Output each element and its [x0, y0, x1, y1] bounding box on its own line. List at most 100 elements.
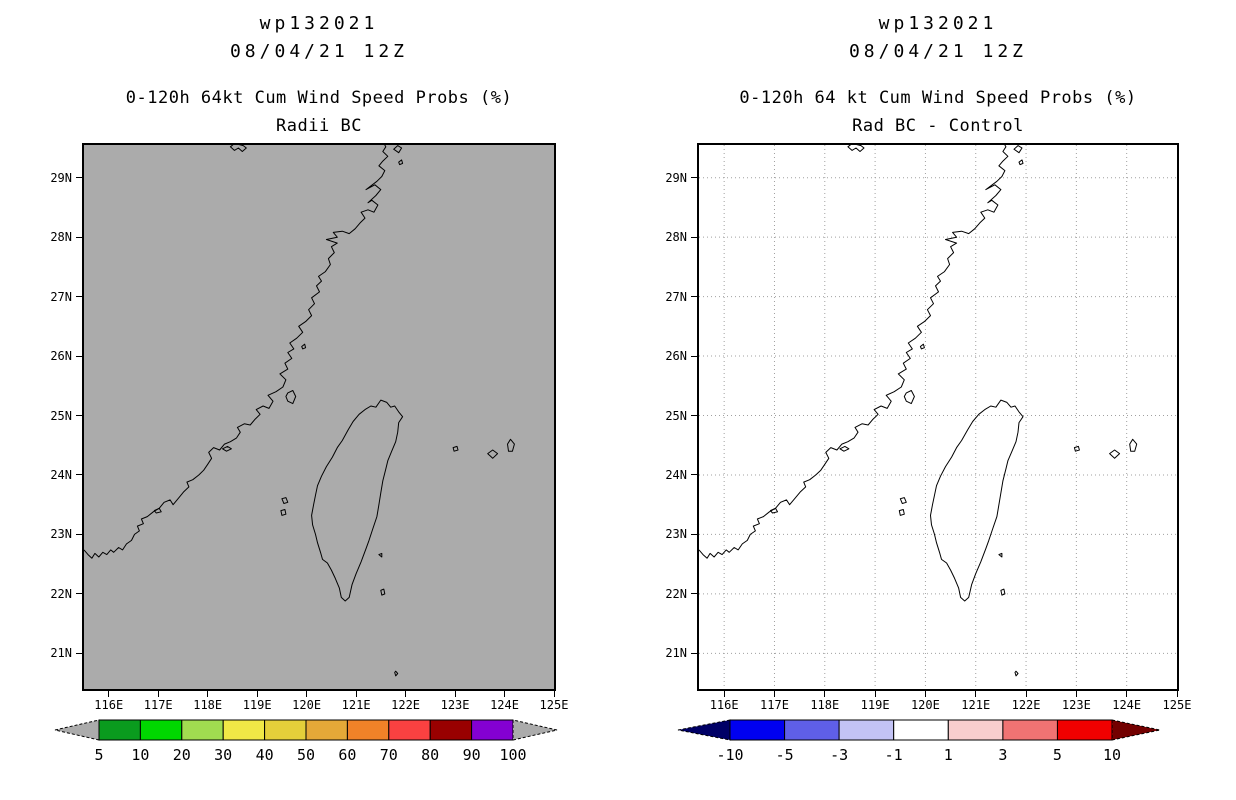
lon-axis-tick — [207, 691, 209, 697]
coastline-path — [903, 390, 915, 405]
coastline-path — [1000, 588, 1006, 596]
lat-tick-label: 29N — [665, 170, 687, 185]
coastline-path — [153, 507, 162, 514]
colorbar-tick-label: -3 — [830, 746, 848, 764]
lon-tick-label: 122E — [391, 698, 421, 712]
lon-axis-tick — [256, 691, 258, 697]
variant-subtitle: Rad BC - Control — [852, 116, 1024, 136]
lon-tick-label: 125E — [539, 698, 569, 712]
lon-axis-tick — [454, 691, 456, 697]
coastline-path — [380, 588, 386, 596]
coastline-path — [839, 445, 850, 452]
colorbar-segment — [838, 719, 895, 741]
lon-axis-tick — [355, 691, 357, 697]
coastline-path — [393, 145, 403, 154]
colorbar-tick-label: 10 — [131, 746, 149, 764]
coastline-path — [930, 399, 1024, 602]
coastline-path — [919, 343, 925, 350]
lon-tick-label: 118E — [193, 698, 223, 712]
lat-tick-label: 26N — [665, 349, 687, 364]
colorbar-tick-label: 80 — [421, 746, 439, 764]
colorbar-tick-label: -1 — [885, 746, 903, 764]
lat-tick-label: 28N — [665, 230, 687, 245]
coastline-path — [1014, 670, 1019, 677]
colorbar-tick-label: -10 — [716, 746, 743, 764]
colorbar-segment — [729, 719, 786, 741]
lon-axis-tick — [1126, 691, 1128, 697]
colorbar-tick-label: 3 — [998, 746, 1007, 764]
coastline-path — [452, 445, 459, 452]
colorbar-tick-label: -5 — [776, 746, 794, 764]
lat-axis-tick — [76, 533, 82, 535]
lat-tick-label: 22N — [665, 586, 687, 601]
lon-tick-label: 120E — [292, 698, 322, 712]
colorbar: 5 10 20 30 40 50 60 70 80 90 100 — [54, 719, 558, 764]
colorbar-tick-label: 5 — [1053, 746, 1062, 764]
lon-axis-tick — [975, 691, 977, 697]
lat-tick-label: 28N — [50, 230, 72, 245]
colorbar-tick-label: 60 — [338, 746, 356, 764]
lat-tick-label: 21N — [665, 646, 687, 661]
product-subtitle: 0-120h 64kt Cum Wind Speed Probs (%) — [125, 88, 513, 108]
lat-axis-tick — [76, 415, 82, 416]
lon-tick-label: 122E — [1011, 698, 1041, 712]
coastline-path — [898, 509, 905, 516]
lon-tick-label: 117E — [760, 698, 789, 712]
colorbar-tick-label: 40 — [256, 746, 274, 764]
lon-tick-label: 120E — [910, 698, 940, 712]
lon-axis-tick — [924, 691, 926, 697]
lon-tick-label: 119E — [242, 698, 272, 712]
lon-tick-label: 117E — [143, 698, 173, 712]
coastline-path — [280, 509, 287, 516]
lat-axis-tick — [691, 474, 697, 476]
colorbar-segment — [1002, 719, 1058, 741]
lat-tick-label: 23N — [665, 527, 687, 542]
coastline-path — [1129, 438, 1138, 452]
colorbar-tick-label: 20 — [173, 746, 191, 764]
coastline-path — [769, 507, 778, 514]
colorbar-overflow-arrow — [1111, 719, 1161, 741]
lat-tick-label: 21N — [50, 646, 72, 661]
lon-tick-label: 124E — [1112, 698, 1142, 712]
coastline-path — [1073, 445, 1080, 452]
lat-axis-tick — [691, 355, 697, 357]
lat-axis-tick — [76, 236, 82, 238]
panel-titles: wp132021 08/04/21 12Z 0-120h 64kt Cum Wi… — [82, 0, 556, 140]
lat-axis-tick — [76, 593, 82, 595]
colorbar-tick-label: 5 — [94, 746, 103, 764]
lon-tick-label: 123E — [440, 698, 470, 712]
colorbar-segment — [947, 719, 1004, 741]
coastline-path — [398, 159, 404, 166]
lat-axis-tick — [76, 652, 82, 654]
coastline-path — [487, 449, 499, 459]
lon-tick-label: 124E — [490, 698, 519, 712]
lon-axis-tick — [1075, 691, 1077, 697]
colorbar-tick-label: 10 — [1103, 746, 1121, 764]
lon-axis-tick — [405, 691, 407, 697]
map-svg — [84, 145, 515, 677]
map-plot — [697, 143, 1179, 691]
panel-titles: wp132021 08/04/21 12Z 0-120h 64 kt Cum W… — [697, 0, 1179, 140]
coastline-path — [311, 399, 404, 602]
coastline-path — [507, 438, 515, 452]
lat-tick-label: 29N — [50, 170, 72, 185]
lat-tick-label: 24N — [50, 467, 72, 482]
lon-tick-label: 116E — [709, 698, 739, 712]
colorbar-tick-label: 1 — [944, 746, 953, 764]
colorbar-underflow-arrow — [677, 719, 731, 741]
colorbar-tick-label: 100 — [499, 746, 526, 764]
lat-axis-tick — [76, 355, 82, 357]
colorbar-segment — [893, 719, 949, 741]
colorbar-tick-label: 90 — [463, 746, 481, 764]
init-time-title: 08/04/21 12Z — [848, 41, 1028, 62]
coastline-path — [301, 343, 307, 350]
coastline-path — [998, 552, 1003, 558]
init-time-title: 08/04/21 12Z — [229, 41, 409, 62]
coastline-path — [394, 670, 399, 677]
lat-axis-tick — [691, 652, 697, 654]
coastline — [84, 145, 515, 677]
coastline-path — [281, 497, 289, 504]
